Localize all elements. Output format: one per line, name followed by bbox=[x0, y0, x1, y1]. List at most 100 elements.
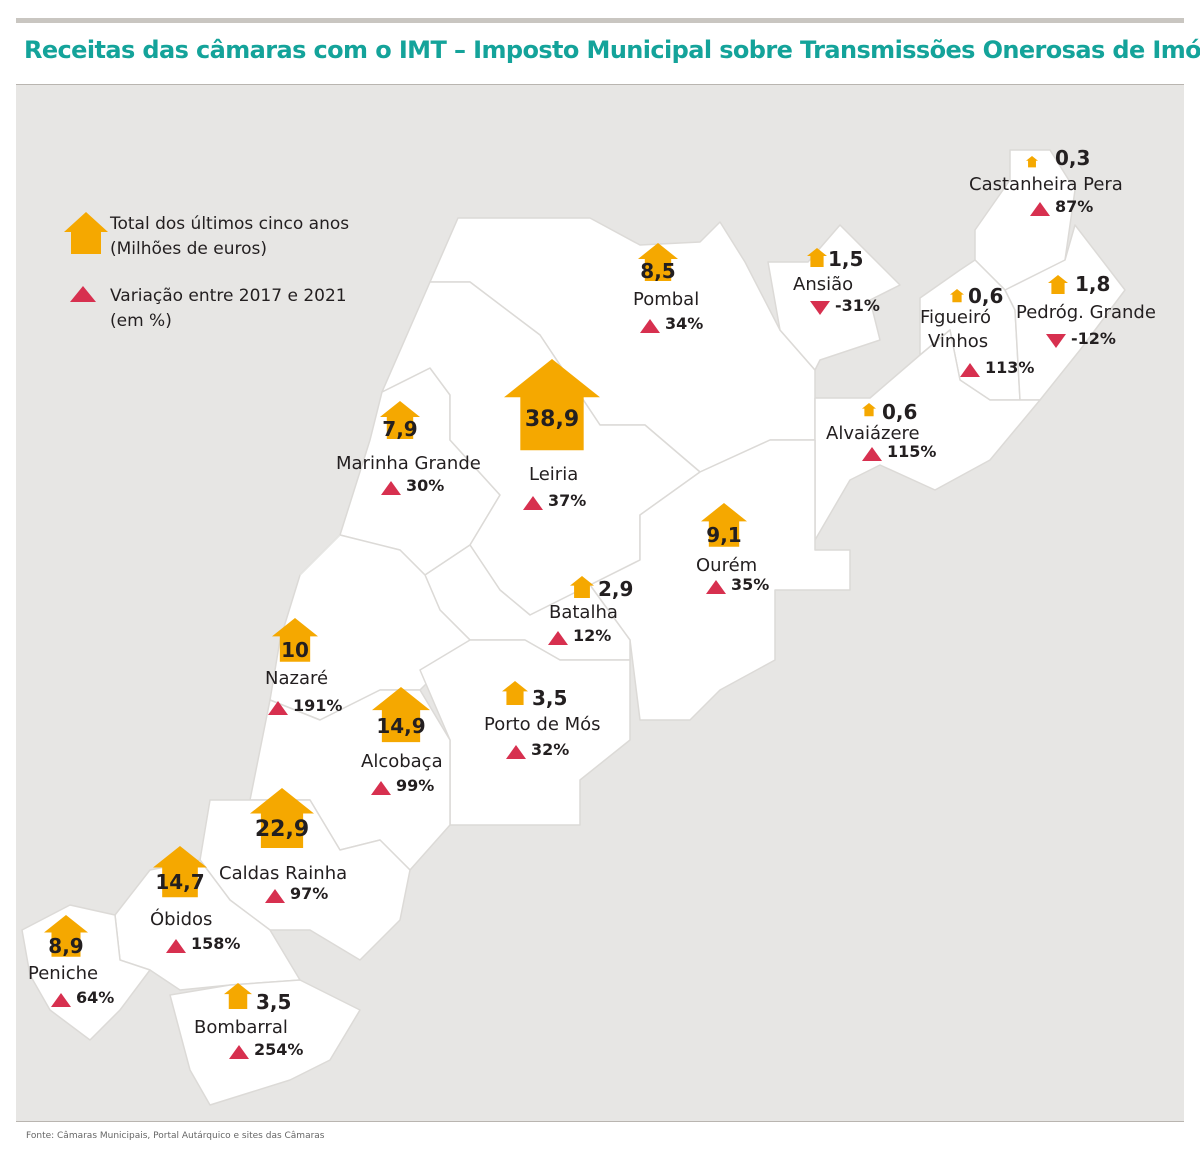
total-value: 14,7 bbox=[155, 870, 205, 895]
municipality-ansi-o: 1,5 Ansião -31% bbox=[0, 0, 880, 315]
municipality-name: Marinha Grande bbox=[336, 453, 481, 474]
municipality-alcoba-a: 14,9 Alcobaça 99% bbox=[0, 0, 443, 795]
change-percent: 37% bbox=[548, 491, 587, 510]
municipality-leiria: 38,9 Leiria 37% bbox=[0, 0, 600, 510]
municipality-name: Ourém bbox=[696, 555, 758, 576]
total-value: 10 bbox=[281, 637, 309, 662]
municipality-name: Nazaré bbox=[265, 668, 329, 689]
total-value: 14,9 bbox=[376, 713, 426, 738]
region-ansiao bbox=[767, 224, 901, 371]
up-triangle-icon bbox=[229, 1045, 249, 1059]
region-bombarral bbox=[169, 979, 361, 1106]
up-triangle-icon bbox=[640, 319, 660, 333]
municipality-peniche: 8,9 Peniche 64% bbox=[0, 0, 114, 1007]
bottom-divider bbox=[16, 1121, 1184, 1122]
house-icon bbox=[950, 289, 964, 303]
legend-total-label: Total dos últimos cinco anos bbox=[110, 214, 350, 234]
municipality-name: Caldas Rainha bbox=[219, 863, 348, 884]
municipality-name: Alvaiázere bbox=[826, 423, 920, 444]
house-icon bbox=[570, 575, 594, 599]
municipality-name: Porto de Mós bbox=[484, 714, 601, 735]
total-value: 8,9 bbox=[48, 933, 84, 958]
up-triangle-icon bbox=[1030, 202, 1050, 216]
municipality-name: Batalha bbox=[549, 602, 618, 623]
municipality-name-line2: Vinhos bbox=[928, 331, 989, 352]
page-title: Receitas das câmaras com o IMT – Imposto… bbox=[24, 36, 1200, 64]
house-icon bbox=[153, 846, 207, 898]
house-icon bbox=[701, 503, 747, 547]
total-value: 2,9 bbox=[598, 577, 634, 601]
municipality-our-m: 9,1 Ourém 35% bbox=[0, 0, 769, 594]
house-icon bbox=[807, 247, 827, 267]
municipality-marinha-grande: 7,9 Marinha Grande 30% bbox=[0, 0, 481, 495]
house-icon bbox=[380, 401, 420, 439]
total-value: 22,9 bbox=[254, 816, 310, 842]
municipality-name: Alcobaça bbox=[361, 751, 443, 772]
up-triangle-icon bbox=[166, 939, 186, 953]
municipality-name: Castanheira Pera bbox=[969, 174, 1123, 195]
total-value: 3,5 bbox=[256, 990, 292, 1014]
change-percent: 97% bbox=[290, 884, 329, 903]
up-triangle-icon bbox=[381, 481, 401, 495]
change-percent: 34% bbox=[665, 314, 704, 333]
up-triangle-icon bbox=[706, 580, 726, 594]
municipality-pedr-g-grande: 1,8 Pedróg. Grande -12% bbox=[0, 0, 1156, 348]
change-percent: 99% bbox=[396, 776, 435, 795]
total-value: 38,9 bbox=[524, 406, 580, 432]
municipality-bombarral: 3,5 Bombarral 254% bbox=[0, 0, 303, 1059]
down-triangle-icon bbox=[1046, 334, 1066, 348]
municipality--bidos: 14,7 Óbidos 158% bbox=[0, 0, 240, 953]
up-triangle-icon bbox=[371, 781, 391, 795]
change-percent: -12% bbox=[1071, 329, 1116, 348]
change-percent: 191% bbox=[293, 696, 343, 715]
municipality-name: Leiria bbox=[529, 464, 579, 485]
house-icon bbox=[272, 618, 318, 662]
change-percent: 64% bbox=[76, 988, 115, 1007]
house-icon bbox=[638, 243, 678, 281]
change-percent: 158% bbox=[191, 934, 241, 953]
municipality-name: Bombarral bbox=[194, 1017, 288, 1038]
up-triangle-icon bbox=[548, 631, 568, 645]
up-triangle-icon bbox=[960, 363, 980, 377]
change-percent: 32% bbox=[531, 740, 570, 759]
change-percent: 30% bbox=[406, 476, 445, 495]
legend-total-unit: (Milhões de euros) bbox=[110, 239, 268, 259]
down-triangle-icon bbox=[810, 301, 830, 315]
total-value: 0,3 bbox=[1055, 146, 1091, 170]
change-percent: 87% bbox=[1055, 197, 1094, 216]
house-icon bbox=[44, 915, 88, 957]
legend-up-triangle-icon bbox=[70, 286, 96, 302]
total-value: 9,1 bbox=[706, 522, 742, 547]
municipality-name: Pombal bbox=[633, 289, 700, 310]
municipality-caldas-rainha: 22,9 Caldas Rainha 97% bbox=[0, 0, 347, 903]
change-percent: -31% bbox=[835, 296, 880, 315]
total-value: 0,6 bbox=[882, 400, 918, 424]
municipality-porto-de-m-s: 3,5 Porto de Mós 32% bbox=[0, 0, 601, 759]
up-triangle-icon bbox=[51, 993, 71, 1007]
municipality-castanheira-pera: 0,3 Castanheira Pera 87% bbox=[0, 0, 1123, 216]
total-value: 8,5 bbox=[640, 259, 676, 284]
house-icon bbox=[224, 982, 252, 1010]
municipality-name: Pedróg. Grande bbox=[1016, 302, 1156, 323]
title-divider bbox=[16, 84, 1184, 85]
up-triangle-icon bbox=[268, 701, 288, 715]
municipality-name: Óbidos bbox=[150, 909, 213, 930]
house-icon bbox=[250, 787, 314, 849]
total-value: 1,5 bbox=[828, 247, 864, 271]
up-triangle-icon bbox=[265, 889, 285, 903]
change-percent: 35% bbox=[731, 575, 770, 594]
municipality-batalha: 2,9 Batalha 12% bbox=[0, 0, 633, 645]
inner-boundary-1 bbox=[299, 534, 341, 576]
region-alvaiazere bbox=[814, 329, 1041, 541]
total-value: 3,5 bbox=[532, 686, 568, 710]
source-note: Fonte: Câmaras Municipais, Portal Autárq… bbox=[26, 1131, 325, 1141]
change-percent: 115% bbox=[887, 442, 937, 461]
house-icon bbox=[1048, 274, 1068, 294]
municipality-nazar-: 10 Nazaré 191% bbox=[0, 0, 342, 715]
legend-variation-label: Variação entre 2017 e 2021 bbox=[110, 286, 347, 306]
house-icon bbox=[372, 687, 430, 743]
house-icon bbox=[504, 359, 600, 451]
change-percent: 113% bbox=[985, 358, 1035, 377]
top-bar bbox=[16, 18, 1184, 23]
up-triangle-icon bbox=[506, 745, 526, 759]
